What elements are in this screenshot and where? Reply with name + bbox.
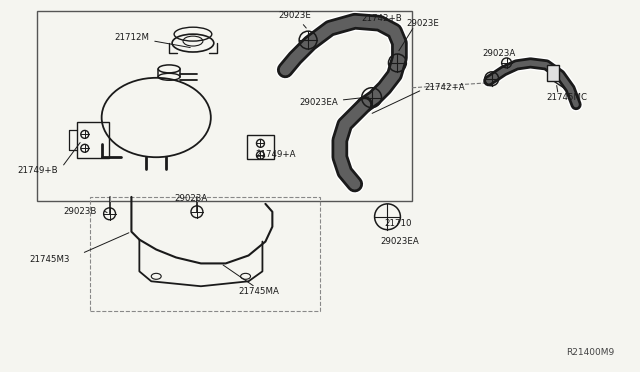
- Text: 21745MC: 21745MC: [547, 93, 588, 102]
- Bar: [547, 65, 559, 81]
- Text: 29023B: 29023B: [63, 207, 97, 216]
- Text: 29023E: 29023E: [406, 19, 439, 28]
- Text: 21745M3: 21745M3: [30, 255, 70, 264]
- Text: 29023A: 29023A: [174, 195, 207, 203]
- Text: R21400M9: R21400M9: [566, 348, 614, 357]
- Text: 21742+A: 21742+A: [424, 83, 465, 92]
- Text: 21749+A: 21749+A: [255, 150, 296, 159]
- Text: 21712M: 21712M: [115, 33, 190, 48]
- Text: 29023E: 29023E: [279, 11, 312, 28]
- Bar: [90, 197, 320, 311]
- Text: 29023A: 29023A: [482, 48, 515, 58]
- Text: 21710: 21710: [385, 219, 412, 228]
- Bar: [37, 11, 412, 201]
- Bar: [77, 122, 109, 158]
- Text: 29023EA: 29023EA: [380, 237, 419, 246]
- Text: 21742+B: 21742+B: [361, 14, 402, 23]
- Text: 21749+B: 21749+B: [17, 166, 58, 174]
- Text: 29023EA: 29023EA: [299, 97, 369, 107]
- Bar: [246, 135, 275, 159]
- Text: 21745MA: 21745MA: [238, 287, 279, 296]
